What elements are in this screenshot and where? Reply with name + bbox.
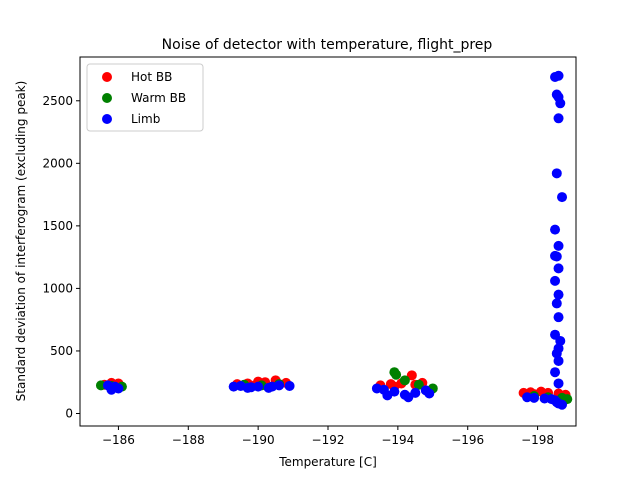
data-point (406, 370, 417, 381)
data-point (553, 312, 564, 323)
y-tick-label: 2500 (42, 94, 73, 108)
data-point (553, 289, 564, 300)
data-point (382, 390, 393, 401)
data-point (403, 392, 414, 403)
data-point (550, 224, 561, 235)
x-tick-label: −198 (521, 433, 554, 447)
data-point (413, 379, 424, 390)
x-axis: −186 −188 −190 −192 −194 −196 −198 (102, 426, 554, 447)
legend-frame (86, 63, 204, 132)
x-tick-label: −194 (381, 433, 414, 447)
data-point (242, 382, 253, 393)
data-point (551, 251, 562, 262)
data-point (267, 381, 278, 392)
data-point (399, 375, 410, 386)
data-point (529, 392, 540, 403)
data-point (551, 168, 562, 179)
legend: Hot BB Warm BB Limb (86, 63, 204, 132)
y-tick-label: 0 (65, 406, 73, 420)
y-axis: 0 500 1000 1500 2000 2500 (42, 94, 80, 420)
x-tick-label: −192 (312, 433, 345, 447)
data-point (391, 369, 402, 380)
data-point (553, 355, 564, 366)
data-point (106, 384, 117, 395)
x-tick-label: −188 (172, 433, 205, 447)
data-point (551, 298, 562, 309)
x-tick-label: −190 (242, 433, 275, 447)
data-point (550, 275, 561, 286)
data-point (555, 98, 566, 109)
data-point (553, 263, 564, 274)
data-point (284, 380, 295, 391)
x-tick-label: −196 (451, 433, 484, 447)
data-point (253, 381, 264, 392)
y-tick-label: 1000 (42, 281, 73, 295)
legend-marker (102, 93, 112, 103)
data-point (555, 335, 566, 346)
legend-label: Warm BB (131, 91, 186, 105)
legend-marker (102, 114, 112, 124)
data-point (553, 378, 564, 389)
y-tick-label: 2000 (42, 156, 73, 170)
legend-label: Hot BB (131, 70, 172, 84)
data-point (553, 113, 564, 124)
y-tick-label: 1500 (42, 219, 73, 233)
data-marks (95, 70, 573, 410)
legend-label: Limb (131, 112, 160, 126)
x-tick-label: −186 (102, 433, 135, 447)
x-axis-label: Temperature [C] (278, 455, 377, 469)
data-point (557, 192, 568, 203)
data-point (424, 388, 435, 399)
data-point (550, 367, 561, 378)
data-point (95, 380, 106, 391)
data-point (550, 72, 561, 83)
y-tick-label: 500 (50, 344, 73, 358)
y-axis-label: Standard deviation of interferogram (exc… (14, 81, 28, 402)
data-point (551, 348, 562, 359)
chart-title: Noise of detector with temperature, flig… (162, 37, 493, 53)
series-limb (102, 70, 568, 410)
legend-marker (102, 72, 112, 82)
data-point (557, 399, 568, 410)
data-point (553, 240, 564, 251)
